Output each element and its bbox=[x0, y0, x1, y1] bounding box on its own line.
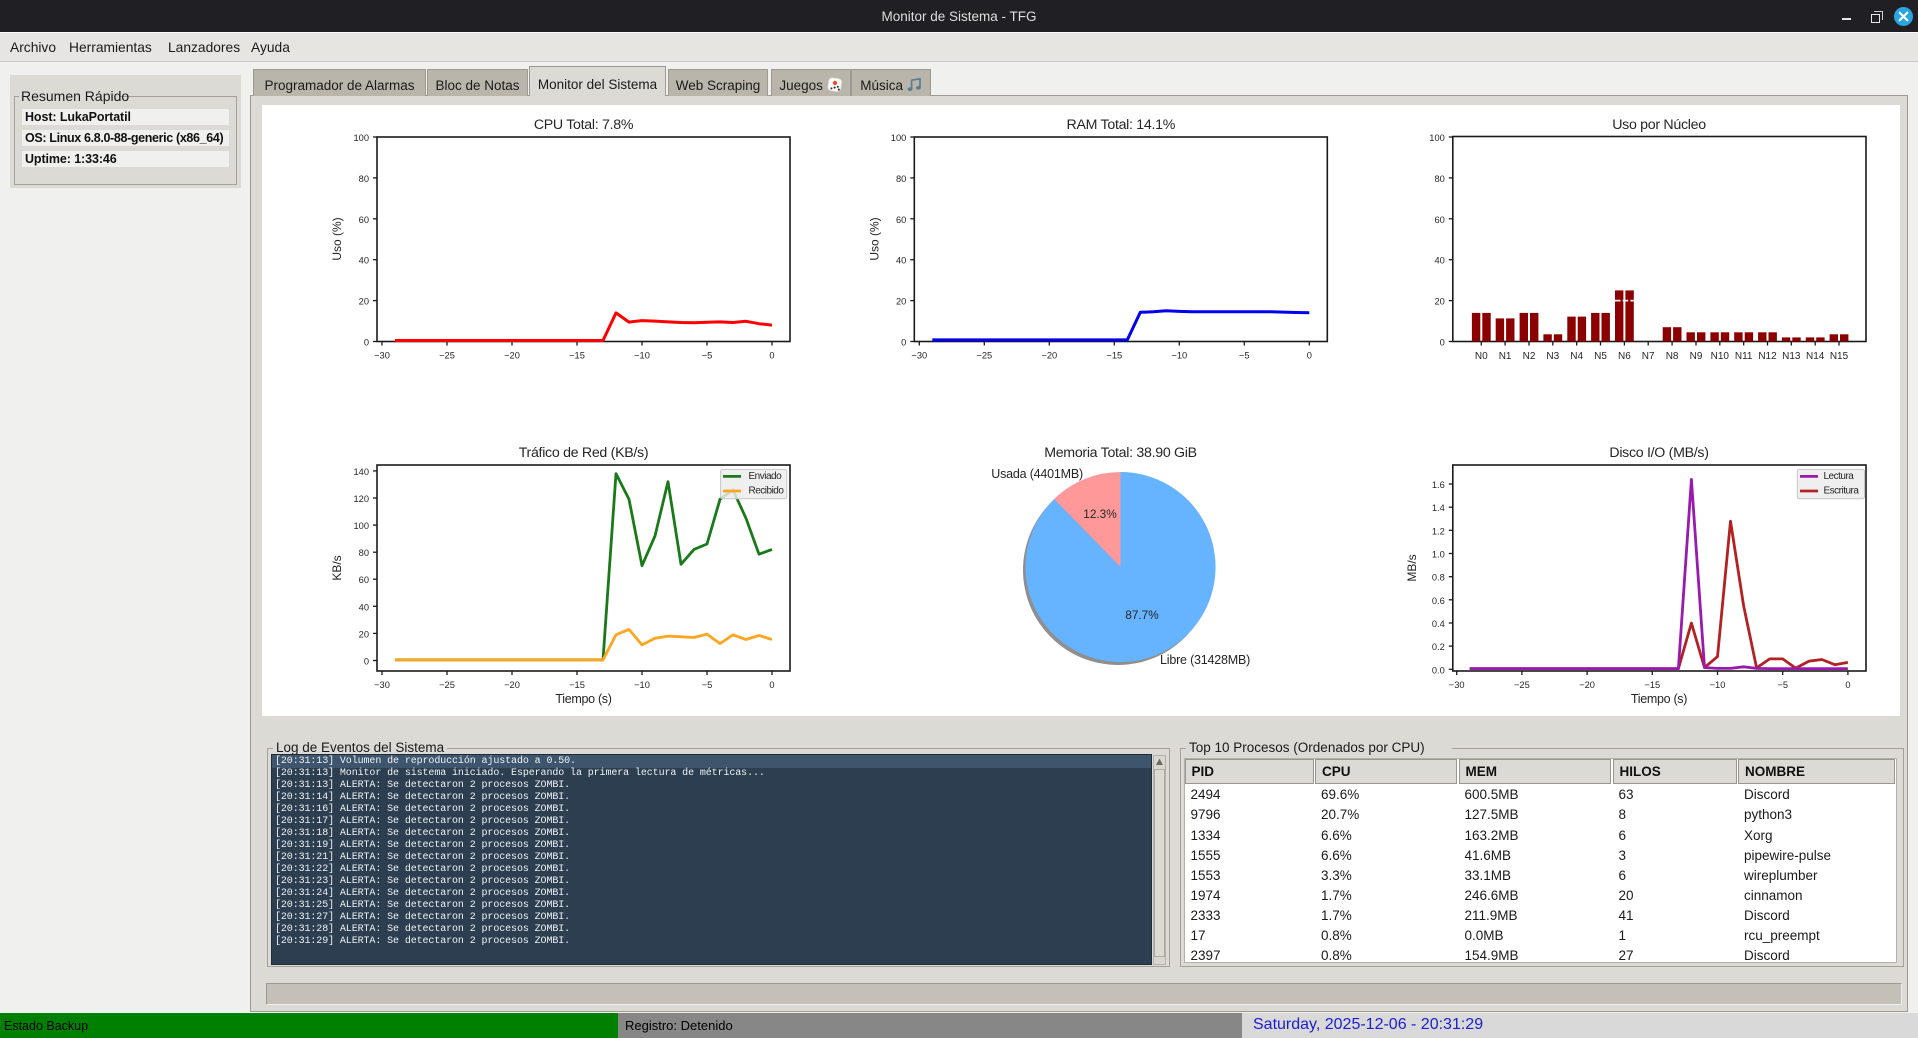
svg-text:Libre (31428MB): Libre (31428MB) bbox=[1160, 653, 1250, 667]
svg-text:Tráfico de Red (KB/s): Tráfico de Red (KB/s) bbox=[519, 445, 649, 461]
svg-text:100: 100 bbox=[353, 133, 369, 143]
svg-text:N7: N7 bbox=[1642, 351, 1655, 362]
svg-text:−30: −30 bbox=[374, 351, 390, 361]
svg-text:60: 60 bbox=[359, 575, 369, 585]
svg-text:12.3%: 12.3% bbox=[1083, 507, 1117, 521]
svg-text:−25: −25 bbox=[439, 351, 455, 361]
svg-text:Escritura: Escritura bbox=[1824, 486, 1860, 497]
svg-text:−10: −10 bbox=[634, 351, 650, 361]
svg-text:Recibido: Recibido bbox=[749, 486, 785, 497]
svg-text:N15: N15 bbox=[1830, 351, 1849, 362]
svg-text:100: 100 bbox=[891, 133, 907, 143]
svg-text:20: 20 bbox=[359, 629, 369, 639]
svg-text:−10: −10 bbox=[1710, 680, 1726, 690]
svg-text:0: 0 bbox=[901, 338, 906, 348]
svg-text:−15: −15 bbox=[1644, 680, 1660, 690]
svg-text:MB/s: MB/s bbox=[1405, 554, 1419, 581]
svg-text:0: 0 bbox=[1440, 338, 1445, 348]
svg-text:N1: N1 bbox=[1499, 351, 1512, 362]
svg-text:0: 0 bbox=[769, 680, 774, 690]
svg-text:0: 0 bbox=[364, 657, 369, 667]
svg-text:Memoria Total: 38.90 GiB: Memoria Total: 38.90 GiB bbox=[1044, 445, 1197, 461]
svg-text:−5: −5 bbox=[1777, 680, 1788, 690]
svg-text:−15: −15 bbox=[1106, 351, 1122, 361]
svg-text:Disco I/O (MB/s): Disco I/O (MB/s) bbox=[1609, 445, 1708, 461]
svg-text:RAM Total: 14.1%: RAM Total: 14.1% bbox=[1067, 117, 1176, 133]
svg-text:−20: −20 bbox=[504, 351, 520, 361]
svg-text:N0: N0 bbox=[1475, 351, 1488, 362]
svg-text:N9: N9 bbox=[1690, 351, 1703, 362]
svg-text:1.6: 1.6 bbox=[1432, 480, 1445, 490]
svg-text:N12: N12 bbox=[1758, 351, 1777, 362]
svg-text:N10: N10 bbox=[1711, 351, 1730, 362]
svg-text:0: 0 bbox=[1845, 680, 1850, 690]
svg-text:Uso (%): Uso (%) bbox=[330, 217, 344, 260]
svg-text:0.0: 0.0 bbox=[1432, 665, 1445, 675]
svg-text:N2: N2 bbox=[1523, 351, 1536, 362]
svg-text:60: 60 bbox=[896, 215, 906, 225]
svg-text:40: 40 bbox=[1434, 256, 1444, 266]
svg-text:1.0: 1.0 bbox=[1432, 550, 1445, 560]
svg-text:N4: N4 bbox=[1570, 351, 1583, 362]
svg-text:60: 60 bbox=[1434, 215, 1444, 225]
svg-text:40: 40 bbox=[896, 256, 906, 266]
svg-text:CPU Total: 7.8%: CPU Total: 7.8% bbox=[534, 117, 634, 133]
svg-text:Tiempo (s): Tiempo (s) bbox=[555, 692, 611, 706]
svg-text:−30: −30 bbox=[1449, 680, 1465, 690]
svg-text:KB/s: KB/s bbox=[330, 555, 344, 580]
svg-text:0: 0 bbox=[364, 338, 369, 348]
svg-text:40: 40 bbox=[359, 602, 369, 612]
svg-text:−20: −20 bbox=[1041, 351, 1057, 361]
svg-text:Enviado: Enviado bbox=[749, 471, 783, 482]
svg-text:N13: N13 bbox=[1782, 351, 1801, 362]
svg-text:20: 20 bbox=[896, 297, 906, 307]
svg-text:N6: N6 bbox=[1618, 351, 1631, 362]
svg-text:Uso (%): Uso (%) bbox=[867, 217, 881, 260]
svg-text:60: 60 bbox=[359, 215, 369, 225]
svg-text:−25: −25 bbox=[439, 680, 455, 690]
svg-text:80: 80 bbox=[359, 174, 369, 184]
svg-text:140: 140 bbox=[353, 467, 369, 477]
svg-text:80: 80 bbox=[359, 548, 369, 558]
svg-text:Lectura: Lectura bbox=[1824, 471, 1855, 482]
svg-text:1.2: 1.2 bbox=[1432, 526, 1445, 536]
svg-text:−25: −25 bbox=[976, 351, 992, 361]
svg-text:120: 120 bbox=[353, 494, 369, 504]
svg-text:N14: N14 bbox=[1806, 351, 1825, 362]
svg-text:N11: N11 bbox=[1735, 351, 1753, 362]
svg-text:80: 80 bbox=[1434, 174, 1444, 184]
svg-text:−5: −5 bbox=[1239, 351, 1250, 361]
svg-text:0.6: 0.6 bbox=[1432, 596, 1445, 606]
svg-text:Tiempo (s): Tiempo (s) bbox=[1631, 692, 1687, 706]
svg-text:Usada (4401MB): Usada (4401MB) bbox=[991, 467, 1083, 481]
svg-text:100: 100 bbox=[353, 521, 369, 531]
svg-text:40: 40 bbox=[359, 256, 369, 266]
svg-text:−5: −5 bbox=[702, 351, 713, 361]
svg-text:−30: −30 bbox=[911, 351, 927, 361]
svg-text:−15: −15 bbox=[569, 680, 585, 690]
svg-text:0.8: 0.8 bbox=[1432, 573, 1445, 583]
svg-text:−25: −25 bbox=[1514, 680, 1530, 690]
svg-text:−30: −30 bbox=[374, 680, 390, 690]
svg-text:0.2: 0.2 bbox=[1432, 642, 1445, 652]
svg-text:−20: −20 bbox=[1579, 680, 1595, 690]
svg-text:0.4: 0.4 bbox=[1432, 619, 1445, 629]
svg-text:100: 100 bbox=[1429, 133, 1445, 143]
svg-text:20: 20 bbox=[359, 297, 369, 307]
svg-text:N3: N3 bbox=[1546, 351, 1559, 362]
svg-text:0: 0 bbox=[769, 351, 774, 361]
svg-text:Uso por Núcleo: Uso por Núcleo bbox=[1612, 117, 1706, 133]
svg-text:1.4: 1.4 bbox=[1432, 503, 1445, 513]
svg-text:−5: −5 bbox=[702, 680, 713, 690]
svg-text:−10: −10 bbox=[1171, 351, 1187, 361]
svg-text:N8: N8 bbox=[1666, 351, 1679, 362]
svg-text:−15: −15 bbox=[569, 351, 585, 361]
svg-text:80: 80 bbox=[896, 174, 906, 184]
svg-text:N5: N5 bbox=[1594, 351, 1607, 362]
svg-text:0: 0 bbox=[1307, 351, 1312, 361]
svg-text:−10: −10 bbox=[634, 680, 650, 690]
svg-text:−20: −20 bbox=[504, 680, 520, 690]
svg-text:20: 20 bbox=[1434, 297, 1444, 307]
svg-text:87.7%: 87.7% bbox=[1125, 608, 1159, 622]
